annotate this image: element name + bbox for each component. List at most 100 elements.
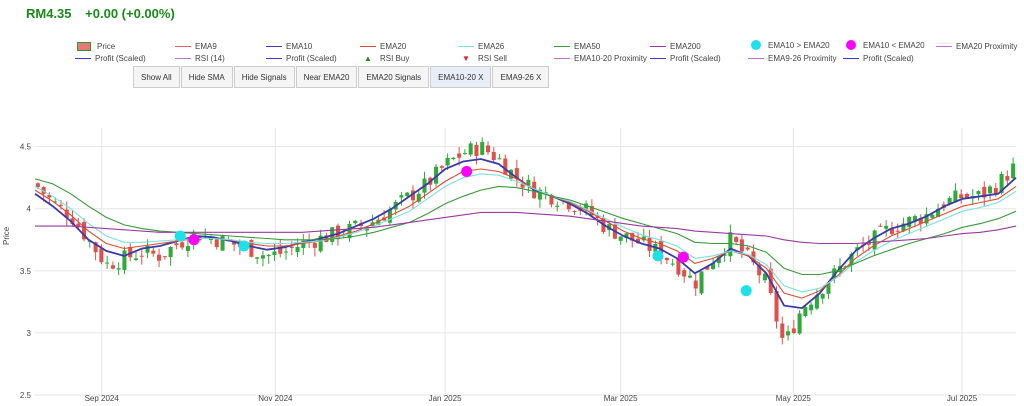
candle-body [93, 242, 98, 253]
candle-body [976, 191, 981, 195]
candle-body [814, 295, 819, 309]
candle-body [918, 217, 923, 224]
legend-swatch [360, 46, 376, 47]
legend-item[interactable]: EMA10-20 Proximity [554, 54, 647, 63]
candle-body [41, 187, 46, 194]
candle-body [185, 246, 190, 251]
candle-body [376, 219, 381, 226]
candle-body [676, 258, 681, 275]
legend-item[interactable]: EMA10 < EMA20 [843, 40, 925, 50]
legend-label: EMA9-26 Proximity [768, 54, 837, 63]
btn-ema9-26-x[interactable]: EMA9-26 X [492, 66, 550, 88]
legend-item[interactable]: EMA9-26 Proximity [748, 54, 836, 63]
btn-show-all[interactable]: Show All [133, 66, 180, 88]
candle-body [64, 209, 69, 218]
candle-body [872, 230, 877, 250]
candle-body [266, 255, 271, 257]
legend-label: EMA20 [380, 42, 407, 51]
candle-body [214, 239, 219, 248]
candle-body [901, 223, 906, 232]
legend-item[interactable]: ▲ RSI Buy [360, 54, 409, 63]
legend-item[interactable]: EMA20 Proximity [936, 42, 1017, 51]
legend-item[interactable]: RSI (14) [175, 54, 225, 63]
candle-body [549, 194, 554, 205]
candle-body [618, 236, 623, 241]
candle-body [105, 262, 110, 264]
candle-body [526, 179, 531, 186]
candle-body [335, 225, 340, 240]
candle-body [133, 258, 139, 260]
candle-body [278, 246, 283, 254]
legend-swatch [843, 58, 859, 59]
candle-body [584, 203, 589, 210]
legend-swatch [751, 40, 761, 50]
candle-body [312, 242, 317, 248]
candle-body [1005, 176, 1010, 181]
candle-body [878, 225, 883, 227]
legend-item[interactable]: Profit (Scaled) [650, 54, 721, 63]
candle-body [953, 190, 958, 203]
candle-body [982, 186, 987, 198]
legend-item[interactable]: Price [75, 42, 115, 51]
legend-item[interactable]: EMA9 [175, 42, 217, 51]
legend-item[interactable]: Profit (Scaled) [75, 54, 146, 63]
candle-body [116, 268, 121, 270]
candle-body [670, 263, 675, 265]
candle-body [803, 306, 808, 317]
candle-body [884, 225, 889, 229]
candle-body [716, 256, 721, 264]
candle-body [168, 246, 173, 258]
candle-body [145, 245, 150, 253]
candle-body [959, 194, 964, 199]
legend-item[interactable]: ▼ RSI Sell [458, 54, 507, 63]
legend-label: Price [97, 42, 116, 51]
candle-body [566, 203, 571, 210]
candle-body [139, 255, 144, 257]
legend-item[interactable]: EMA200 [650, 42, 701, 51]
candle-body [647, 237, 652, 251]
legend-label: Profit (Scaled) [670, 54, 721, 63]
btn-ema10-20-x[interactable]: EMA10-20 X [430, 66, 492, 88]
candle-body [249, 239, 254, 257]
candle-body [82, 222, 87, 240]
legend-item[interactable]: EMA50 [554, 42, 600, 51]
candle-body [912, 216, 918, 222]
x-tick-label: May 2025 [776, 394, 812, 403]
btn-ema20-signals[interactable]: EMA20 Signals [358, 66, 430, 88]
legend-item[interactable]: Profit (Scaled) [843, 54, 914, 63]
candle-body [728, 232, 733, 257]
legend-item[interactable]: EMA26 [458, 42, 504, 51]
candle-body [895, 230, 900, 232]
toolbar: Show All Hide SMA Hide Signals Near EMA20 EM… [133, 66, 550, 88]
candle-body [826, 283, 831, 294]
legend-label: Profit (Scaled) [95, 54, 146, 63]
btn-near-ema20[interactable]: Near EMA20 [295, 66, 358, 88]
candle-body [289, 246, 294, 248]
bullish-cross-marker [740, 285, 752, 297]
legend-label: EMA9 [195, 42, 217, 51]
candle-body [284, 251, 289, 253]
candle-body [53, 201, 58, 203]
legend-item[interactable]: EMA10 > EMA20 [748, 40, 830, 50]
legend-item[interactable]: EMA10 [266, 42, 312, 51]
candle-body [485, 145, 491, 153]
candle-body [624, 233, 629, 239]
x-tick-label: Jan 2025 [429, 394, 462, 403]
price-change: +0.00 (+0.00%) [85, 6, 175, 21]
legend-swatch [75, 58, 91, 59]
btn-hide-signals[interactable]: Hide Signals [233, 66, 295, 88]
legend-item[interactable]: Profit (Scaled) [266, 54, 337, 63]
candle-body [47, 194, 52, 198]
candle-body [1011, 163, 1016, 179]
x-tick-label: Sep 2024 [85, 394, 120, 403]
candle-body [35, 183, 40, 188]
candle-body [255, 257, 260, 259]
btn-hide-sma[interactable]: Hide SMA [180, 66, 233, 88]
candle-body [849, 253, 854, 266]
candle-body [260, 255, 265, 259]
candle-body [410, 190, 415, 201]
legend-item[interactable]: EMA20 [360, 42, 406, 51]
candle-body [907, 217, 912, 227]
candle-body [451, 157, 456, 160]
